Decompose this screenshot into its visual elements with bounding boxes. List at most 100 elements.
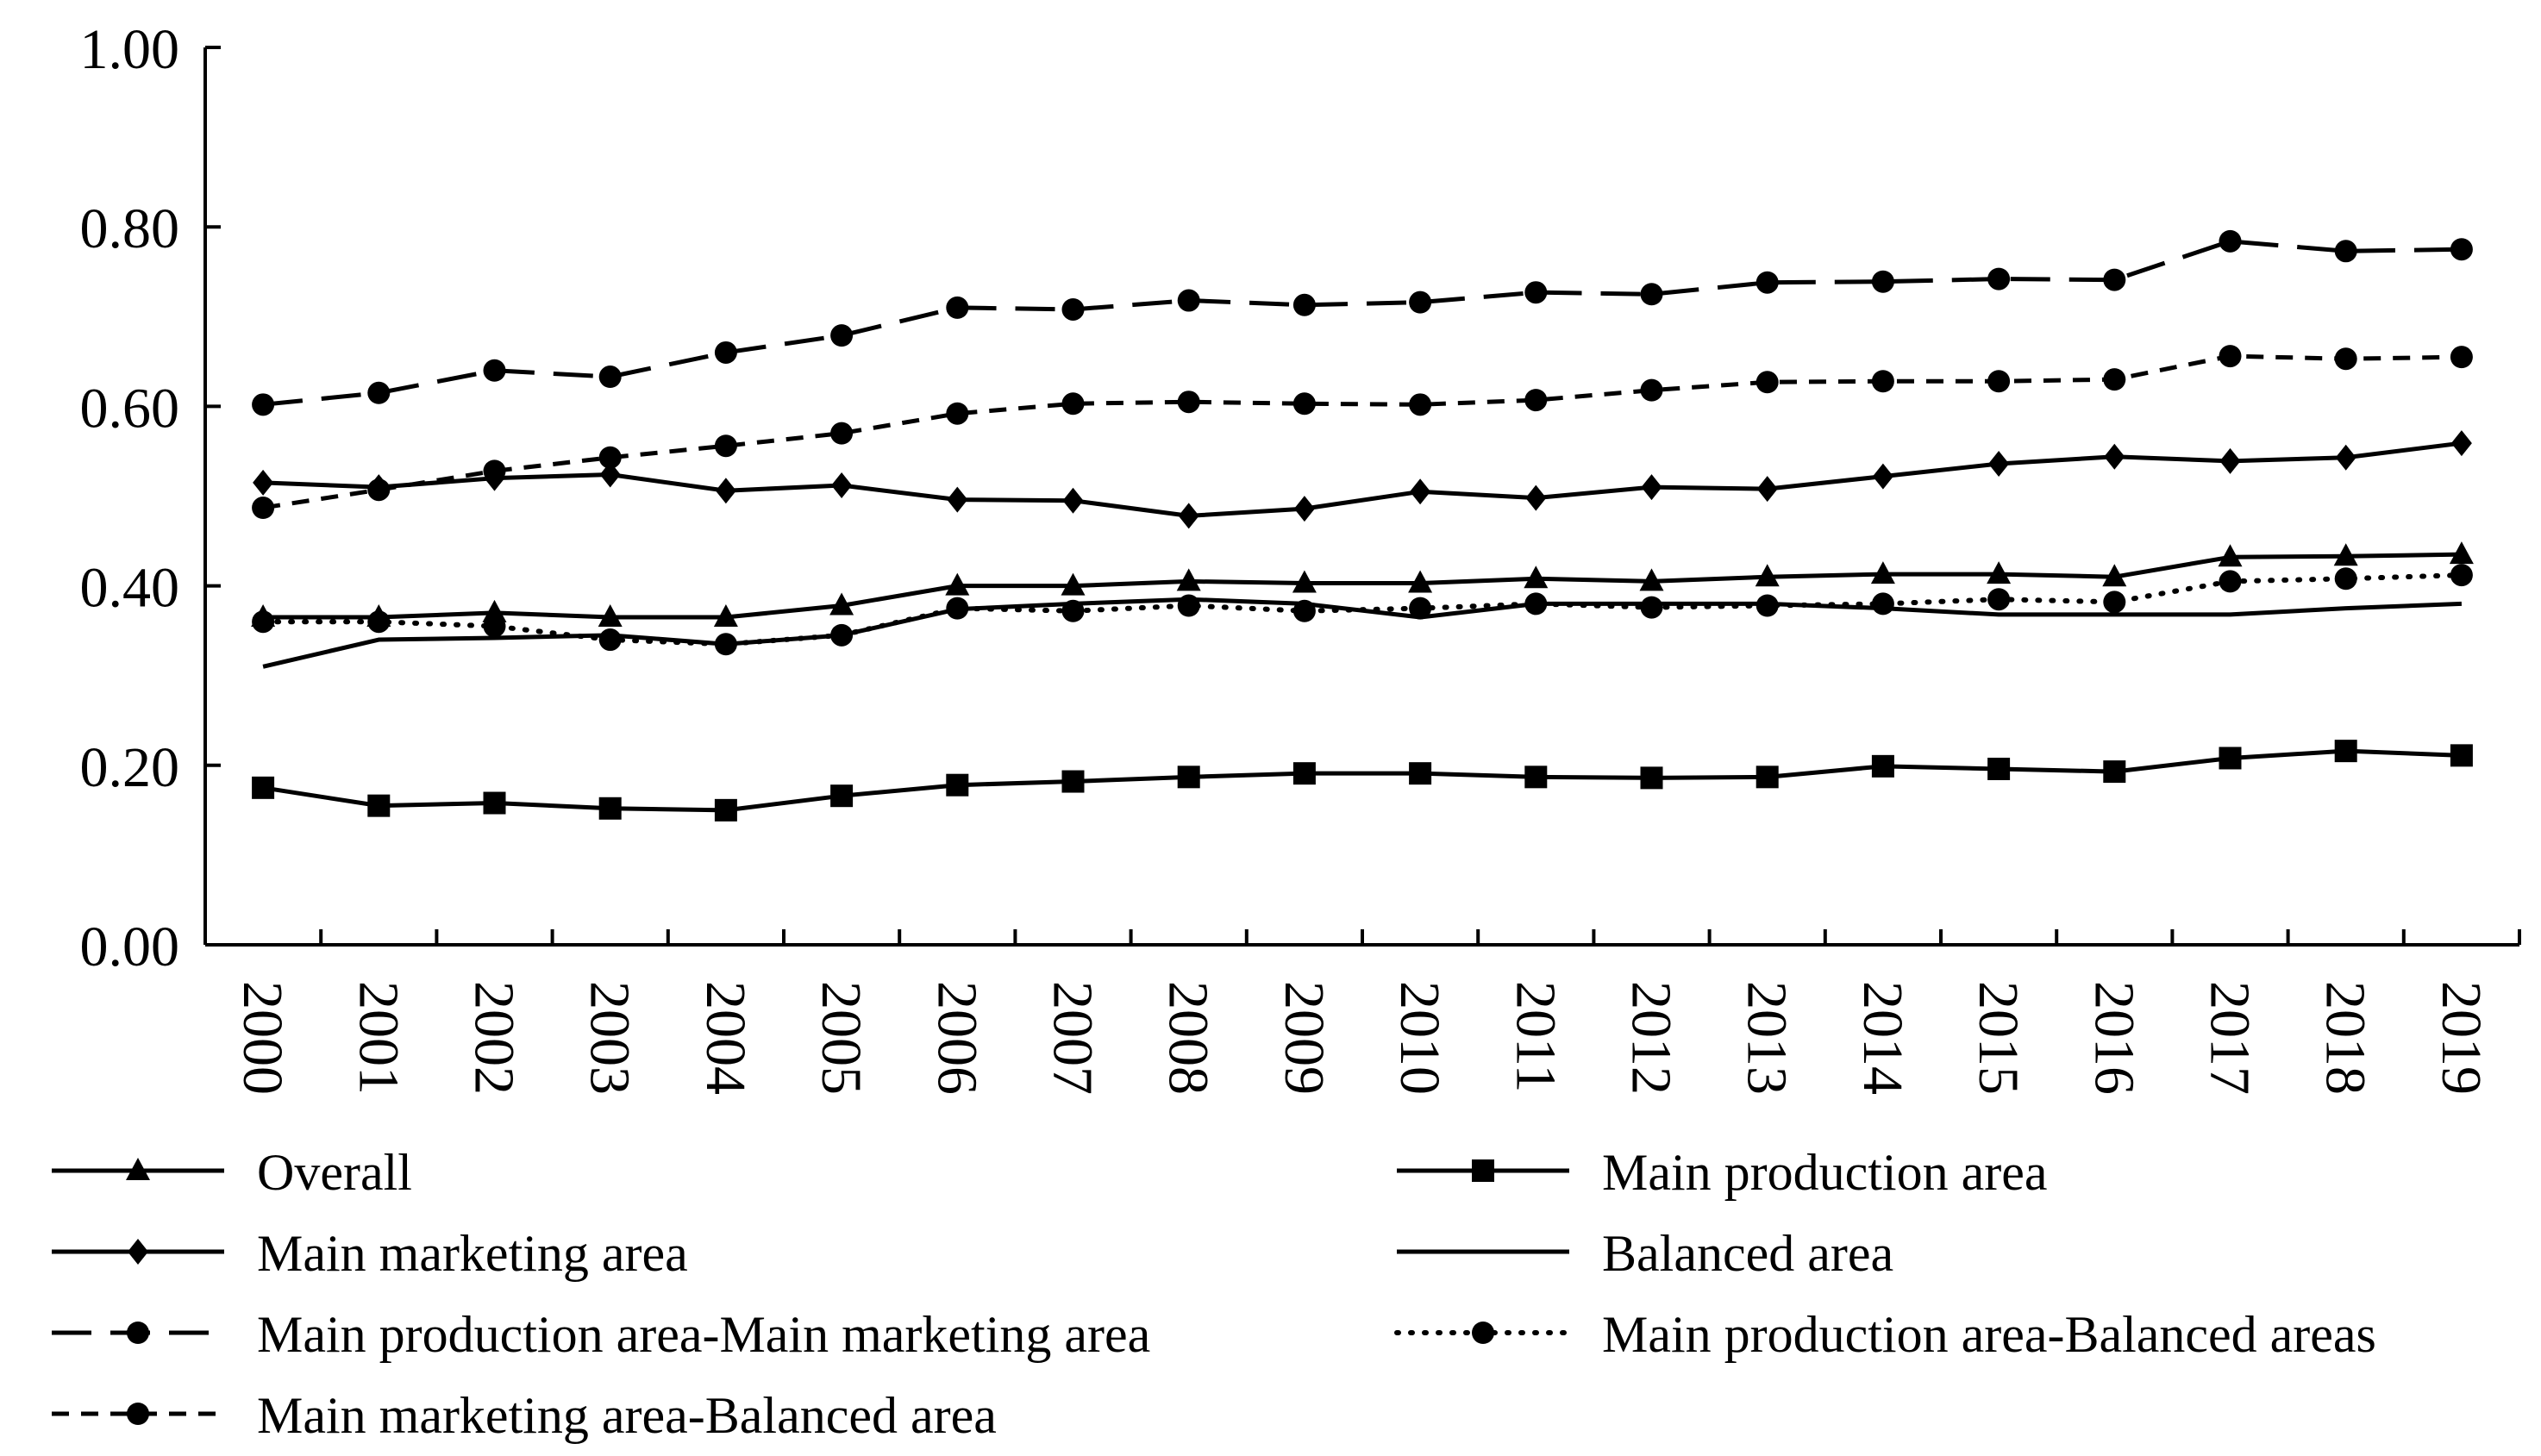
legend-item-main-production-area-main-marketing-area: Main production area-Main marketing area [52,1306,1150,1363]
data-point [947,486,968,513]
legend-marker [1472,1322,1494,1344]
y-tick-label: 0.40 [80,557,180,620]
y-tick-label: 0.60 [80,377,180,440]
data-point [252,610,275,634]
data-point [1987,757,2011,780]
data-point [1640,766,1663,790]
data-point [1061,572,1086,596]
legend-item-overall: Overall [52,1144,412,1201]
data-point [1640,283,1663,306]
data-point [1409,393,1432,416]
data-point [829,592,854,616]
data-point [1061,297,1085,321]
x-tick-label: 2009 [1273,981,1336,1095]
data-point [1640,596,1663,619]
data-point [482,599,507,622]
data-point [598,797,622,820]
data-point [252,776,275,799]
data-point [367,610,391,634]
x-tick-label: 2010 [1388,981,1451,1095]
data-point [714,798,737,822]
data-point [1292,762,1316,785]
data-point [367,478,391,502]
data-point [1409,291,1432,314]
data-point [1293,496,1315,522]
data-point [1178,503,1199,529]
legend-item-main-production-area-balanced-areas: Main production area-Balanced areas [1394,1306,2376,1363]
legend-item-balanced-area: Balanced area [1397,1225,1893,1282]
data-point [1292,599,1316,622]
legend-label: Main marketing area [257,1225,688,1282]
data-point [1640,378,1663,402]
x-tick-label: 2018 [2314,981,2377,1095]
data-point [1061,599,1085,622]
x-tick-label: 2005 [810,981,873,1095]
axes: 0.00 0.20 0.40 0.60 0.80 1.00 2000 2001 2002 2003… [80,18,2521,1095]
series-line [262,748,2462,813]
data-point [1292,392,1316,416]
data-point [598,446,622,469]
data-point [1641,474,1662,501]
legend-label: Balanced area [1602,1225,1893,1282]
data-point [1061,770,1085,793]
data-point [2450,744,2473,767]
data-point [367,794,391,817]
data-point [1410,478,1431,505]
data-point [483,359,506,382]
y-tick-label: 0.20 [80,736,180,799]
x-tick-label: 2017 [2199,981,2262,1095]
legend-marker [127,1322,149,1344]
data-point [1524,281,1548,304]
x-tick-label: 2008 [1157,981,1220,1095]
legend-item-main-marketing-area: Main marketing area [52,1225,688,1282]
x-tick-label: 2007 [1042,981,1105,1095]
x-tick-label: 2019 [2430,981,2493,1095]
data-point [946,402,969,425]
data-point [1292,570,1317,593]
x-tick-label: 2001 [347,981,410,1095]
data-point [1176,568,1201,591]
legend-marker [126,1158,150,1180]
data-point [2450,346,2473,369]
data-point [1988,451,2010,478]
series-layer [251,229,2474,822]
series-main-production-area [252,740,2473,822]
data-point [945,572,970,596]
legend-item-main-marketing-area-balanced-area: Main marketing area-Balanced area [52,1387,997,1444]
data-point [2102,564,2127,587]
data-point [1177,594,1200,617]
data-point [2219,747,2242,770]
data-point [252,393,275,416]
data-point [1870,561,1895,584]
data-point [1062,487,1084,514]
data-point [2334,240,2357,263]
data-point [2103,760,2126,784]
data-point [714,341,737,364]
data-point [946,773,969,797]
data-point [2334,740,2357,763]
y-tick-label: 0.80 [80,197,180,260]
data-point [1409,762,1432,785]
data-point [830,324,854,347]
legend-label: Main production area-Main marketing area [257,1306,1150,1363]
series-line [260,572,2464,647]
data-point [830,784,854,808]
data-point [946,296,969,319]
data-point [1524,592,1548,616]
data-point [1871,270,1894,293]
legend-label: Main production area-Balanced areas [1602,1306,2376,1363]
data-point [1524,765,1548,789]
data-point [1755,564,1780,587]
data-point [252,497,275,520]
data-point [1987,267,2011,291]
data-point [2218,544,2243,567]
data-point [2219,229,2242,253]
data-point [1872,463,1893,490]
data-point [1177,765,1200,789]
series-main-production-area-main-marketing-area [252,229,2473,416]
x-tick-label: 2014 [1851,981,1914,1095]
data-point [1524,566,1549,589]
legend-marker [128,1239,148,1265]
data-point [2449,541,2474,565]
